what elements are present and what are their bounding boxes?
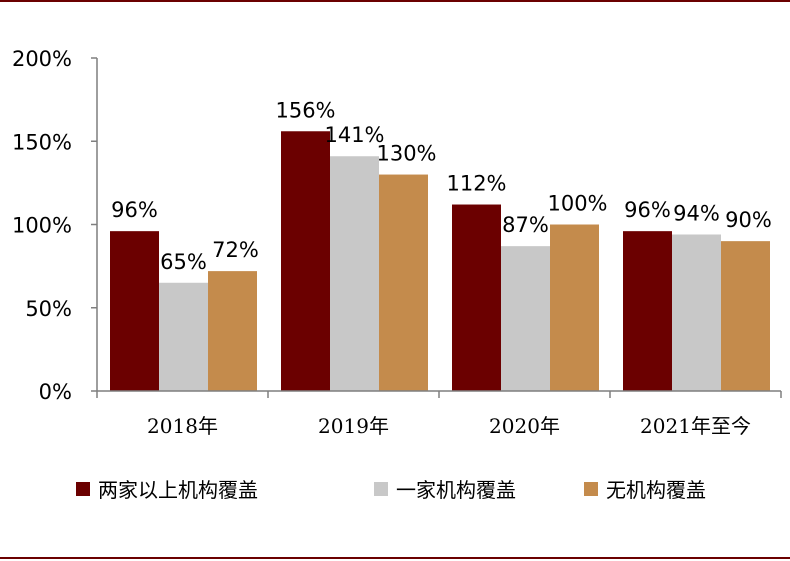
data-label: 112% — [446, 172, 506, 196]
data-label: 130% — [376, 142, 436, 166]
bar — [281, 131, 330, 391]
y-tick-label: 150% — [12, 130, 72, 154]
y-tick-label: 100% — [12, 214, 72, 238]
bar — [672, 234, 721, 391]
bar — [452, 204, 501, 391]
legend: 两家以上机构覆盖 一家机构覆盖 无机构覆盖 — [76, 478, 706, 502]
x-category-label: 2018年 — [147, 414, 218, 438]
data-label: 72% — [212, 238, 259, 262]
bar — [379, 174, 428, 391]
bottom-rule — [0, 557, 790, 559]
data-label: 90% — [725, 208, 772, 232]
y-tick-label: 0% — [39, 380, 72, 404]
bar — [110, 231, 159, 391]
x-category-label: 2019年 — [318, 414, 389, 438]
data-label: 65% — [160, 250, 207, 274]
bar — [501, 246, 550, 391]
legend-swatch — [584, 482, 598, 496]
data-label: 96% — [624, 198, 671, 222]
bar — [623, 231, 672, 391]
x-category-label: 2020年 — [489, 414, 560, 438]
bars — [110, 131, 770, 391]
data-labels: 96%65% 72%156%141%130%112%87%100% 96% 94% 90… — [111, 98, 772, 274]
legend-label: 两家以上机构覆盖 — [98, 478, 258, 502]
y-tick-label: 50% — [25, 297, 72, 321]
data-label: 156% — [275, 98, 335, 122]
bar — [330, 156, 379, 391]
x-axis-categories: 2018年 2019年 2020年 2021年至今 — [147, 414, 751, 438]
x-category-label: 2021年至今 — [640, 414, 751, 438]
bar — [159, 282, 208, 391]
legend-label: 无机构覆盖 — [606, 478, 706, 502]
data-label: 100% — [547, 192, 607, 216]
top-rule — [0, 0, 790, 2]
bar — [208, 271, 257, 391]
y-axis-ticks: 0% 50% 100% 150% 200% — [12, 47, 97, 404]
bar — [721, 241, 770, 391]
axes — [96, 58, 782, 398]
data-label: 141% — [324, 123, 384, 147]
legend-swatch — [374, 482, 388, 496]
y-tick-label: 200% — [12, 47, 72, 71]
data-label: 96% — [111, 198, 158, 222]
legend-swatch — [76, 482, 90, 496]
data-label: 94% — [673, 201, 720, 225]
legend-label: 一家机构覆盖 — [396, 478, 516, 502]
bar — [550, 224, 599, 391]
data-label: 87% — [502, 213, 549, 237]
